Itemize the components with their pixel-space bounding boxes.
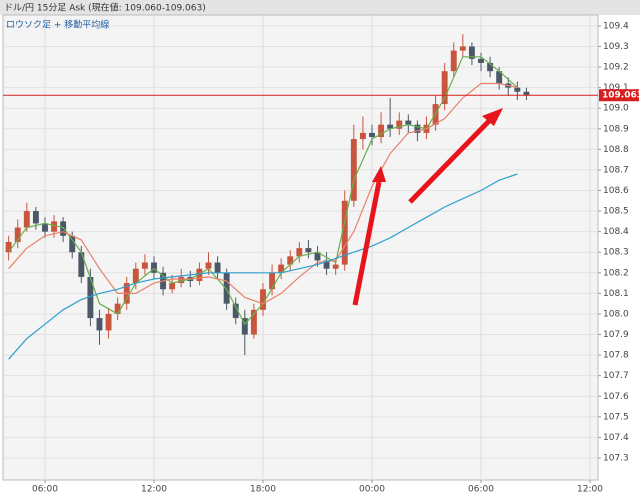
y-tick-label: 107.4	[603, 433, 629, 443]
y-tick-label: 108.9	[603, 124, 629, 134]
y-tick-label: 107.6	[603, 392, 629, 402]
candle-body	[496, 71, 503, 84]
moving-average-line	[8, 173, 518, 360]
x-tick-label: 06:00	[468, 485, 494, 495]
y-tick-label: 108.3	[603, 248, 629, 258]
candle-body	[196, 268, 203, 282]
y-tick-label: 109.4	[603, 21, 629, 31]
y-tick-label: 108.7	[603, 165, 629, 175]
grid	[3, 15, 598, 480]
candle-body	[341, 200, 348, 265]
legend-text: ロウソク足 + 移動平均線	[6, 19, 109, 31]
candle-body	[369, 132, 375, 138]
candle-body	[42, 223, 48, 232]
plot-area	[2, 14, 599, 481]
candle-body	[114, 303, 121, 314]
chart-title: ドル/円 15分足 Ask (現在値: 109.060-109.063)	[4, 2, 206, 14]
candle-body	[241, 318, 248, 335]
y-tick-label: 108.2	[603, 268, 629, 278]
y-tick-label: 109.3	[603, 42, 629, 52]
candle-body	[214, 262, 221, 273]
candle-body	[250, 309, 257, 335]
candle-body	[169, 283, 176, 290]
y-tick-label: 107.8	[603, 351, 629, 361]
y-tick-label: 108.1	[603, 289, 629, 299]
annotation-arrows	[352, 108, 503, 306]
candle-body	[132, 268, 139, 284]
candle-body	[69, 235, 76, 253]
candle-body	[278, 264, 285, 273]
candle-body	[96, 318, 103, 331]
x-tick-label: 18:00	[250, 485, 276, 495]
candle-body	[223, 272, 230, 304]
candle-body	[287, 256, 294, 265]
candle-body	[260, 289, 266, 310]
candle-body	[396, 120, 403, 129]
candle-body	[178, 276, 185, 284]
candle-body	[205, 262, 212, 269]
candle-body	[60, 221, 67, 236]
candle-body	[78, 252, 85, 277]
header-bar	[0, 0, 640, 15]
candle-body	[305, 248, 312, 253]
y-tick-label: 108.8	[603, 145, 629, 155]
candle-body	[314, 252, 321, 261]
y-tick-label: 109.2	[603, 63, 629, 73]
candle-body	[332, 264, 339, 269]
candle-body	[405, 120, 412, 125]
candle-body	[269, 272, 276, 290]
candle-body	[387, 124, 394, 129]
y-tick-label: 109.0	[603, 104, 629, 114]
x-tick-label: 00:00	[359, 485, 385, 495]
marks	[5, 34, 530, 360]
candle-body	[478, 58, 484, 63]
candle-body	[487, 62, 494, 72]
candle-body	[5, 241, 12, 253]
y-tick-label: 109.1	[603, 83, 629, 93]
y-tick-label: 108.6	[603, 186, 629, 196]
candle-body	[378, 124, 385, 138]
arrow-head	[372, 166, 386, 182]
y-tick-label: 107.9	[603, 330, 629, 340]
candle-body	[23, 211, 30, 228]
candle-body	[14, 227, 21, 242]
x-tick-label: 12:00	[577, 485, 603, 495]
arrow	[352, 181, 382, 306]
candle-body	[32, 211, 39, 224]
candle-body	[151, 262, 157, 273]
candle-body	[441, 71, 448, 105]
y-tick-label: 107.7	[603, 371, 629, 381]
moving-average-line	[8, 82, 518, 305]
candle-body	[359, 132, 366, 140]
y-tick-label: 108.0	[603, 309, 629, 319]
candle-body	[414, 124, 421, 133]
y-tick-label: 108.5	[603, 207, 629, 217]
current-price-box	[599, 89, 639, 102]
candle-body	[323, 260, 330, 269]
y-tick-label: 107.5	[603, 412, 629, 422]
candle-body	[296, 248, 303, 257]
candle-body	[51, 221, 58, 232]
candle-body	[468, 46, 475, 59]
candle-body	[514, 87, 521, 92]
x-tick-label: 06:00	[32, 485, 58, 495]
candle-body	[141, 262, 148, 269]
candle-body	[450, 50, 457, 72]
candle-body	[232, 303, 239, 319]
candle-body	[105, 313, 112, 331]
candle-body	[523, 91, 530, 96]
arrow-head	[482, 108, 503, 126]
candle-body	[459, 46, 466, 51]
arrow	[408, 118, 492, 204]
current-price-label: 109.063	[602, 91, 640, 101]
y-tick-label: 107.3	[603, 453, 629, 463]
y-tick-label: 108.4	[603, 227, 629, 237]
candle-body	[87, 276, 94, 319]
candle-body	[350, 139, 357, 201]
x-tick-label: 12:00	[141, 485, 167, 495]
